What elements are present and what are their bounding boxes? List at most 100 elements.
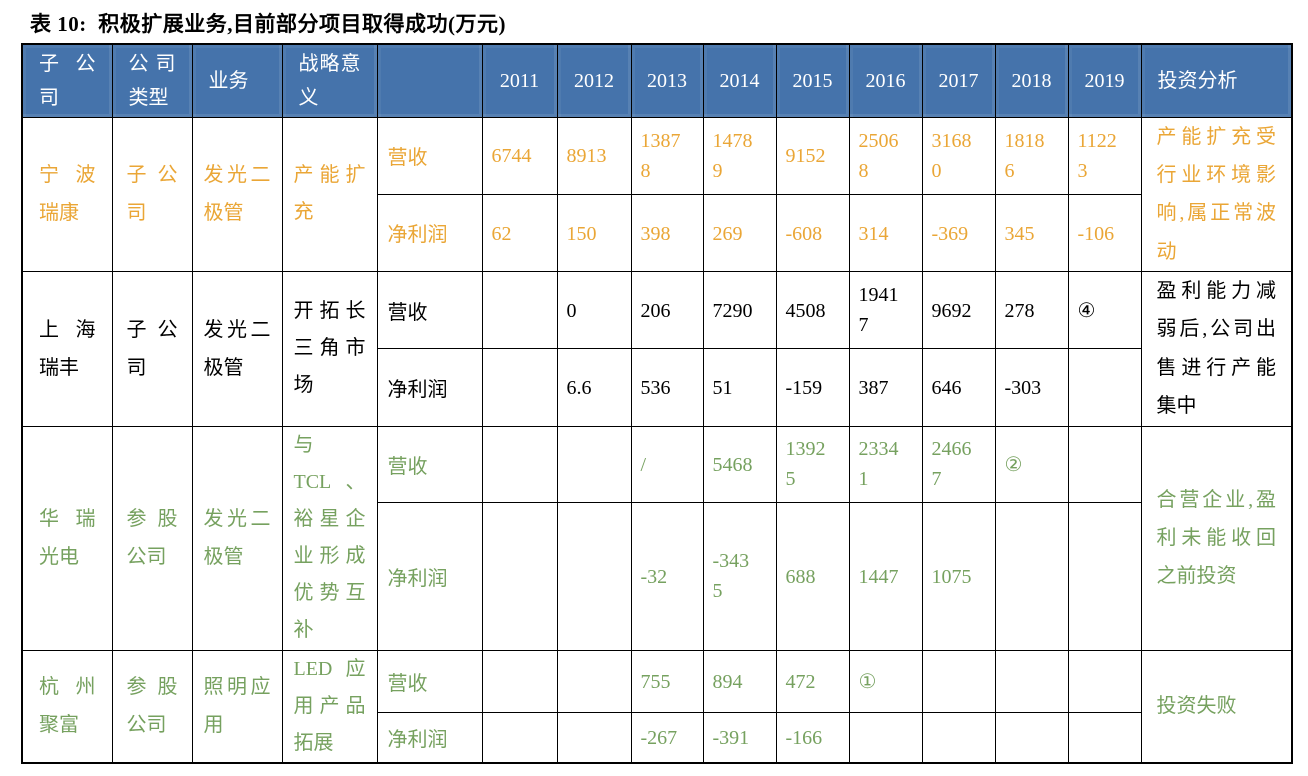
profit-2011-cell xyxy=(481,348,558,427)
type-cell: 参股公司 xyxy=(111,425,193,651)
header-row: 子公司 公司类型 业务 战略意义 2011 2012 2013 2014 201… xyxy=(21,43,1293,118)
value: 51 xyxy=(712,377,733,400)
header-strategy: 战略意义 xyxy=(281,43,378,118)
profit-2015-cell: -159 xyxy=(775,348,850,427)
profit-2012-cell: 150 xyxy=(556,193,632,273)
header-year-2017: 2017 xyxy=(921,43,996,118)
value: ② xyxy=(1004,453,1023,476)
revenue-2015-cell: 13925 xyxy=(775,425,850,503)
profit-2018-cell: 345 xyxy=(994,193,1069,273)
value: 31680 xyxy=(931,129,972,182)
strategy-cell: 与TCL、裕星企业形成优势互补 xyxy=(281,425,378,651)
value: 23341 xyxy=(858,438,899,491)
profit-2018-cell xyxy=(994,712,1069,764)
revenue-2019-cell: 11223 xyxy=(1067,116,1142,195)
analysis-cell: 投资失败 xyxy=(1140,649,1293,764)
value: 9692 xyxy=(931,299,972,322)
profit-2011-cell xyxy=(481,501,558,651)
type-cell: 子公司 xyxy=(111,271,193,427)
value: 1447 xyxy=(858,565,899,588)
value: -267 xyxy=(640,727,678,750)
value: / xyxy=(640,453,647,476)
value: 755 xyxy=(640,671,671,694)
profit-2011-cell: 62 xyxy=(481,193,558,273)
profit-2015-cell: -166 xyxy=(775,712,850,764)
profit-2019-cell: -106 xyxy=(1067,193,1142,273)
analysis-cell: 产能扩充受行业环境影响,属正常波动 xyxy=(1140,116,1293,273)
profit-2012-cell: 6.6 xyxy=(556,348,632,427)
metric-label-revenue: 营收 xyxy=(376,649,483,714)
value: -391 xyxy=(712,727,750,750)
revenue-2014-cell: 14789 xyxy=(702,116,777,195)
type-cell: 参股公司 xyxy=(111,649,193,764)
value: 387 xyxy=(858,377,889,400)
value: 150 xyxy=(566,222,597,245)
row-shanghai-ruifeng-revenue: 上海瑞丰 子公司 发光二极管 开拓长三角市场 营收 0 206 7290 450… xyxy=(21,271,1293,427)
value: -303 xyxy=(1004,377,1042,400)
revenue-2011-cell xyxy=(481,649,558,714)
value: -106 xyxy=(1077,222,1115,245)
revenue-2016-cell: ① xyxy=(848,649,923,714)
header-company-type: 公司类型 xyxy=(111,43,193,118)
header-year-2014: 2014 xyxy=(702,43,777,118)
value: -166 xyxy=(785,727,823,750)
revenue-2017-cell xyxy=(921,649,996,714)
revenue-2018-cell: 18186 xyxy=(994,116,1069,195)
value: 13878 xyxy=(640,129,681,182)
revenue-2017-cell: 9692 xyxy=(921,271,996,350)
row-hangzhou-jufu-revenue: 杭州聚富 参股公司 照明应用 LED应用产品拓展 营收 755 894 472 … xyxy=(21,649,1293,764)
profit-2018-cell: -303 xyxy=(994,348,1069,427)
revenue-2018-cell xyxy=(994,649,1069,714)
header-analysis: 投资分析 xyxy=(1140,43,1293,118)
analysis-cell: 合营企业,盈利未能收回之前投资 xyxy=(1140,425,1293,651)
profit-2016-cell: 314 xyxy=(848,193,923,273)
revenue-2016-cell: 25068 xyxy=(848,116,923,195)
metric-label-revenue: 营收 xyxy=(376,116,483,195)
value: ① xyxy=(858,671,877,694)
company-cell: 宁波瑞康 xyxy=(21,116,113,273)
profit-2017-cell: 1075 xyxy=(921,501,996,651)
metric-label-profit: 净利润 xyxy=(376,712,483,764)
revenue-2015-cell: 9152 xyxy=(775,116,850,195)
profit-2013-cell: -267 xyxy=(630,712,704,764)
revenue-2016-cell: 23341 xyxy=(848,425,923,503)
value: 472 xyxy=(785,671,816,694)
value: 13925 xyxy=(785,438,826,491)
header-business: 业务 xyxy=(191,43,283,118)
value: 14789 xyxy=(712,129,753,182)
revenue-2011-cell: 6744 xyxy=(481,116,558,195)
revenue-2016-cell: 19417 xyxy=(848,271,923,350)
business-cell: 发光二极管 xyxy=(191,116,283,273)
strategy-cell: 产能扩充 xyxy=(281,116,378,273)
revenue-2019-cell xyxy=(1067,649,1142,714)
profit-2016-cell: 387 xyxy=(848,348,923,427)
revenue-2017-cell: 24667 xyxy=(921,425,996,503)
value: 314 xyxy=(858,222,889,245)
value: 536 xyxy=(640,377,671,400)
header-metric-blank xyxy=(376,43,483,118)
profit-2014-cell: -3435 xyxy=(702,501,777,651)
revenue-2015-cell: 472 xyxy=(775,649,850,714)
header-year-2015: 2015 xyxy=(775,43,850,118)
company-cell: 华瑞光电 xyxy=(21,425,113,651)
profit-2019-cell xyxy=(1067,712,1142,764)
table-title: 表 10: 积极扩展业务,目前部分项目取得成功(万元) xyxy=(30,12,506,36)
value: 5468 xyxy=(712,453,753,476)
value: 19417 xyxy=(858,284,899,337)
header-year-2011: 2011 xyxy=(481,43,558,118)
profit-2016-cell: 1447 xyxy=(848,501,923,651)
row-huarui-guangdian-revenue: 华瑞光电 参股公司 发光二极管 与TCL、裕星企业形成优势互补 营收 / 546… xyxy=(21,425,1293,651)
profit-2019-cell xyxy=(1067,501,1142,651)
revenue-2011-cell xyxy=(481,271,558,350)
header-subsidiary: 子公司 xyxy=(21,43,113,118)
value: 25068 xyxy=(858,129,899,182)
value: 206 xyxy=(640,299,671,322)
business-cell: 照明应用 xyxy=(191,649,283,764)
value: 62 xyxy=(491,222,512,245)
revenue-2012-cell: 0 xyxy=(556,271,632,350)
revenue-2019-cell xyxy=(1067,425,1142,503)
profit-2013-cell: 536 xyxy=(630,348,704,427)
value: 7290 xyxy=(712,299,753,322)
metric-label-profit: 净利润 xyxy=(376,348,483,427)
profit-2012-cell xyxy=(556,712,632,764)
